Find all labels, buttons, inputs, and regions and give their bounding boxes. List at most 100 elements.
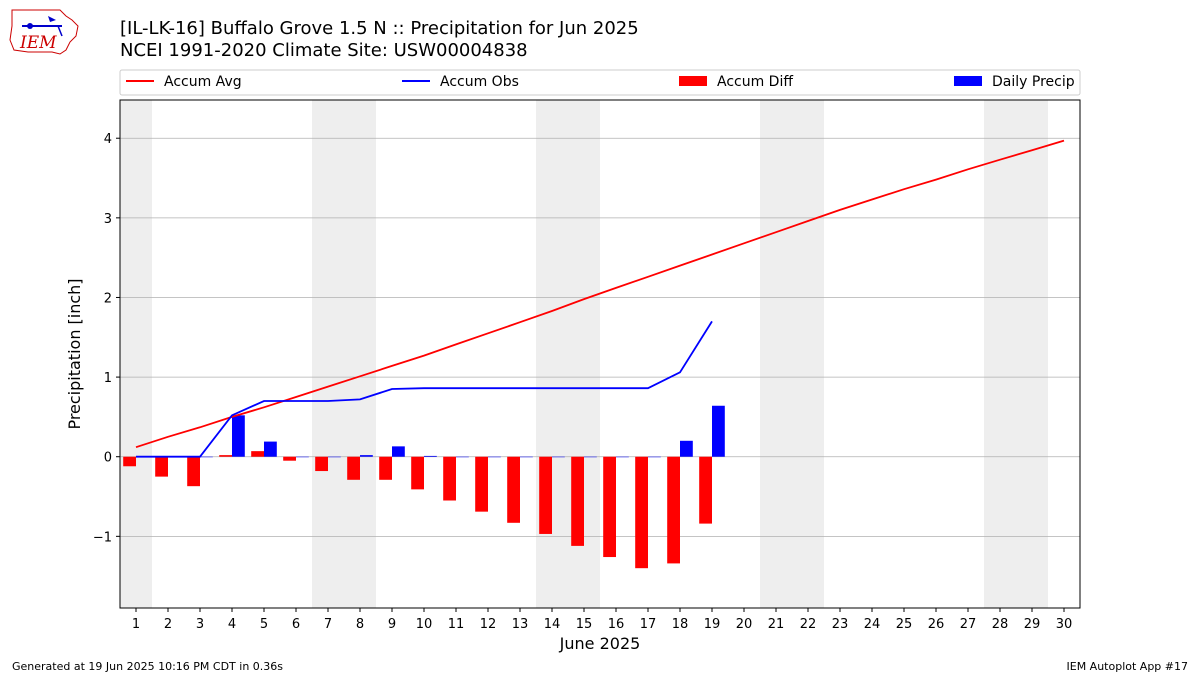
accum-diff-bar-8 [347, 456, 360, 480]
x-axis-ticks: 1 2 3 4 5 6 7 8 9 10 11 12 13 14 15 16 17 18 19 20 21 22 23 24 2… [132, 608, 1072, 632]
xtick-label-23: 23 [832, 617, 849, 632]
accum-diff-bar-2 [155, 456, 168, 477]
xtick-label-9: 9 [388, 617, 396, 632]
accum-diff-bar-1 [123, 456, 136, 467]
ytick-label-3: 2 [104, 291, 112, 306]
xtick-label-28: 28 [992, 617, 1009, 632]
legend-label-accum-diff: Accum Diff [717, 74, 793, 90]
xtick-label-19: 19 [704, 617, 721, 632]
daily-precip-bar-18 [680, 440, 693, 457]
x-axis-label: June 2025 [559, 634, 641, 653]
xtick-label-24: 24 [864, 617, 881, 632]
xtick-label-14: 14 [544, 617, 561, 632]
daily-precip-bar-5 [264, 441, 277, 457]
ytick-label-4: 3 [104, 212, 112, 227]
xtick-label-27: 27 [960, 617, 977, 632]
accum-diff-bar-13 [507, 456, 520, 523]
xtick-label-25: 25 [896, 617, 913, 632]
daily-precip-bar-12 [488, 456, 501, 458]
accum-diff-bar-9 [379, 456, 392, 480]
accum-diff-bar-4 [219, 455, 232, 457]
y-axis-label: Precipitation [inch] [65, 278, 84, 429]
daily-precip-bar-19 [712, 405, 725, 457]
daily-precip-bar-14 [552, 456, 565, 458]
ytick-label-1: 0 [104, 451, 112, 466]
xtick-label-1: 1 [132, 617, 140, 632]
daily-precip-bar-10 [424, 455, 437, 457]
accum-avg-line [135, 139, 1065, 449]
xtick-label-10: 10 [416, 617, 433, 632]
daily-precip-bar-15 [584, 456, 597, 458]
accum-diff-bar-17 [635, 456, 648, 569]
weekend-band-0 [120, 100, 152, 608]
accum-diff-bar-18 [667, 456, 680, 564]
accum-diff-bar-16 [603, 456, 616, 558]
accum-diff-bar-19 [699, 456, 712, 524]
accum-diff-bar-11 [443, 456, 456, 501]
iem-logo: IEM [8, 6, 80, 62]
daily-precip-bars [136, 405, 725, 458]
xtick-label-20: 20 [736, 617, 753, 632]
ytick-label-5: 4 [104, 132, 112, 147]
legend-label-daily-precip: Daily Precip [992, 74, 1075, 90]
xtick-label-7: 7 [324, 617, 332, 632]
weekend-shading [120, 100, 1048, 608]
xtick-label-4: 4 [228, 617, 236, 632]
legend-swatch-daily-precip [954, 76, 982, 86]
chart-subtitle: NCEI 1991-2020 Climate Site: USW00004838 [120, 40, 528, 61]
legend-box [119, 69, 1081, 96]
xtick-label-6: 6 [292, 617, 300, 632]
xtick-label-2: 2 [164, 617, 172, 632]
accum-diff-bar-7 [315, 456, 328, 472]
xtick-label-17: 17 [640, 617, 657, 632]
accum-diff-bar-3 [187, 456, 200, 487]
xtick-label-11: 11 [448, 617, 465, 632]
chart-title: [IL-LK-16] Buffalo Grove 1.5 N :: Precip… [120, 18, 639, 39]
generated-timestamp: Generated at 19 Jun 2025 10:16 PM CDT in… [12, 660, 284, 673]
legend-label-accum-obs: Accum Obs [440, 74, 519, 90]
iem-logo-text: IEM [19, 33, 57, 53]
xtick-label-12: 12 [480, 617, 497, 632]
xtick-label-22: 22 [800, 617, 817, 632]
xtick-label-13: 13 [512, 617, 529, 632]
ytick-label-0: −1 [93, 530, 112, 545]
accum-diff-bar-5 [251, 451, 264, 457]
xtick-label-18: 18 [672, 617, 689, 632]
accum-diff-bar-10 [411, 456, 424, 490]
ytick-label-2: 1 [104, 371, 112, 386]
accum-diff-bar-15 [571, 456, 584, 546]
daily-precip-bar-4 [232, 415, 245, 457]
y-axis-ticks: −1 0 1 2 3 4 [93, 132, 120, 545]
daily-precip-bar-6 [296, 456, 309, 458]
accum-diff-bar-6 [283, 456, 296, 461]
plot-frame [119, 99, 1081, 609]
xtick-label-21: 21 [768, 617, 785, 632]
xtick-label-29: 29 [1024, 617, 1041, 632]
daily-precip-bar-16 [616, 456, 629, 458]
legend: Accum Avg Accum Obs Accum Diff Daily Pre… [119, 69, 1081, 96]
gridlines [120, 137, 1080, 537]
xtick-label-3: 3 [196, 617, 204, 632]
app-id: IEM Autoplot App #17 [1066, 660, 1189, 673]
xtick-label-8: 8 [356, 617, 364, 632]
xtick-label-16: 16 [608, 617, 625, 632]
legend-label-accum-avg: Accum Avg [164, 74, 242, 90]
daily-precip-bar-11 [456, 456, 469, 458]
accum-diff-bar-14 [539, 456, 552, 534]
xtick-label-30: 30 [1056, 617, 1073, 632]
daily-precip-bar-7 [328, 456, 341, 458]
daily-precip-bar-9 [392, 446, 405, 457]
weekend-band-4 [984, 100, 1048, 608]
weekend-band-3 [760, 100, 824, 608]
xtick-label-5: 5 [260, 617, 268, 632]
accum-diff-bar-12 [475, 456, 488, 512]
xtick-label-15: 15 [576, 617, 593, 632]
daily-precip-bar-3 [200, 456, 213, 458]
daily-precip-bar-17 [648, 456, 661, 458]
daily-precip-bar-8 [360, 455, 373, 457]
accum-obs-line [136, 320, 713, 458]
xtick-label-26: 26 [928, 617, 945, 632]
weekend-band-1 [312, 100, 376, 608]
legend-swatch-accum-diff [679, 76, 707, 86]
